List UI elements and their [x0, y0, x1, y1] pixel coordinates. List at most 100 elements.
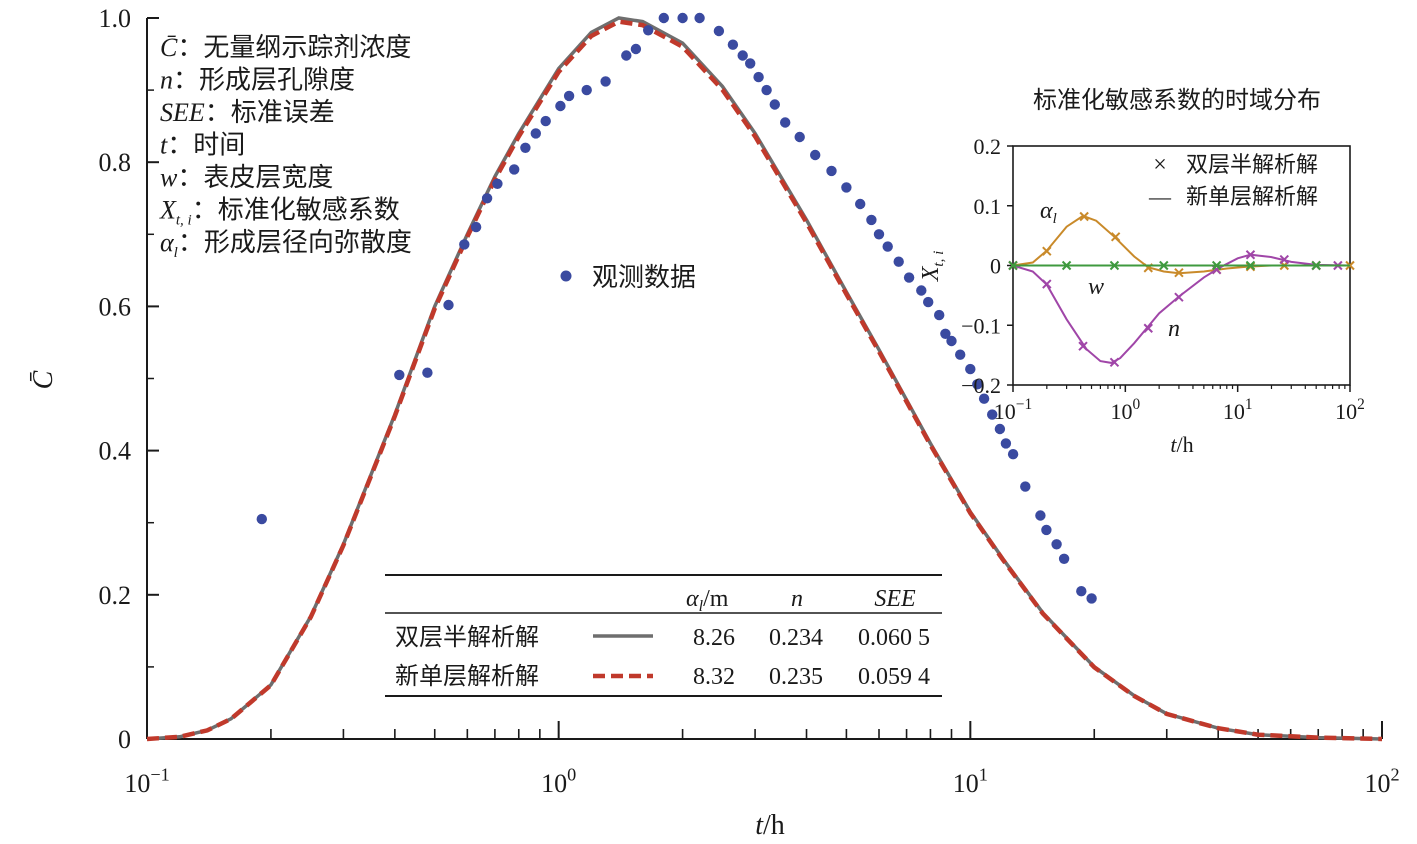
inset-marker-w: [1008, 260, 1018, 271]
observed-point: [794, 131, 805, 143]
marker-stroke: [1109, 357, 1120, 368]
inset-y-tick-label: 0: [990, 254, 1001, 279]
observed-point: [873, 229, 885, 240]
inset-y-tick-label: −0.1: [961, 313, 1001, 338]
table-row-1-name: 双层半解析解: [395, 624, 539, 651]
observed-point: [530, 128, 541, 139]
observed-point: [621, 50, 632, 61]
symbol-notes: C̄：无量纲示踪剂浓度 n：形成层孔隙度 SEE：标准误差 t：时间 w：表皮层宽度 Xt…: [159, 33, 412, 261]
main-x-tick-label: 101: [953, 764, 988, 798]
inset-marker-w: [1109, 260, 1120, 271]
inset-marker-w: [1061, 260, 1072, 271]
observed-point: [422, 367, 433, 378]
symbol-note: n：形成层孔隙度: [160, 66, 355, 95]
inset-marker-n: [1109, 357, 1120, 368]
parameter-table: αl/m n SEE 双层半解析解 8.26 0.234 0.060 5 新单层…: [385, 574, 942, 697]
observed-point: [780, 117, 791, 128]
observed-point: [1000, 438, 1012, 449]
inset-legend-label-single-layer: 新单层解析解: [1186, 184, 1318, 209]
inset-marker-alpha: [1174, 267, 1184, 278]
observed-point: [893, 256, 904, 267]
table-row-2-name: 新单层解析解: [395, 663, 539, 690]
main-x-tick-label: 102: [1364, 764, 1399, 798]
observed-point: [994, 423, 1006, 435]
inset-label-n: n: [1168, 316, 1180, 342]
observed-point: [658, 12, 669, 24]
observed-point: [481, 193, 493, 204]
observed-point: [713, 25, 725, 37]
main-y-tick-label: 0: [118, 725, 131, 754]
inset-title: 标准化敏感系数的时域分布: [1033, 87, 1321, 114]
observed-point: [987, 409, 998, 420]
inset-marker-n: [1078, 341, 1088, 351]
observed-point: [520, 142, 531, 153]
observed-point: [509, 164, 520, 175]
inset-marker-alpha: [1042, 246, 1052, 256]
single-layer-curve: [146, 19, 1383, 742]
inset-x-tick-label: 100: [1110, 396, 1140, 424]
marker-stroke: [1079, 211, 1089, 222]
observed-point: [916, 285, 927, 296]
main-y-tick-label: 1.0: [99, 4, 132, 33]
observed-point: [769, 99, 780, 110]
inset-marker-alpha: [1079, 211, 1089, 222]
symbol-note: t：时间: [160, 131, 245, 160]
observed-point: [737, 50, 748, 61]
inset-line-n: [1012, 253, 1351, 364]
inset-y-tick-label: −0.2: [961, 373, 1001, 398]
observed-point: [394, 369, 405, 381]
marker-stroke: [1311, 260, 1321, 271]
inset-y-tick-label: 0.2: [974, 134, 1002, 159]
inset-y-tick-label: 0.1: [974, 194, 1002, 219]
marker-stroke: [1245, 250, 1256, 260]
inset-marker-n: [1245, 250, 1256, 260]
main-y-axis-title: C̄: [28, 370, 59, 389]
symbol-note: αl：形成层径向弥散度: [160, 228, 412, 261]
observed-point: [470, 221, 482, 233]
observed-point: [903, 272, 915, 283]
svg-text:C̄: C̄: [28, 370, 59, 389]
inset-marker-w: [1311, 260, 1321, 271]
observed-point: [1076, 586, 1087, 597]
marker-stroke: [1174, 292, 1184, 302]
observed-point: [630, 43, 642, 55]
inset-x-tick-label: 101: [1223, 396, 1253, 424]
observed-point: [810, 149, 821, 161]
marker-stroke: [1159, 260, 1169, 271]
observed-point: [555, 100, 566, 112]
observed-point: [563, 90, 575, 102]
main-y-tick-label: 0.6: [99, 292, 132, 321]
symbol-note: w：表皮层宽度: [160, 163, 333, 192]
inset-x-tick-label: 10−1: [994, 396, 1032, 424]
inset-y-axis-title: Xt, i: [918, 251, 947, 283]
inset-chart: 标准化敏感系数的时域分布 0.2 0.1 0 −0.1 −0.210−1 100 101 10…: [918, 87, 1365, 457]
observed-point: [866, 214, 877, 226]
observed-point: [882, 241, 893, 252]
marker-stroke: [1061, 260, 1072, 271]
inset-x-tick-label: 102: [1335, 396, 1365, 424]
inset-marker-w: [1245, 260, 1256, 271]
main-y-tick-label: 0.4: [99, 437, 132, 466]
observed-point: [972, 379, 983, 390]
main-x-tick-label: 10−1: [124, 764, 169, 798]
observed-point: [934, 309, 945, 321]
main-curves: [146, 16, 1383, 742]
observed-point: [727, 39, 739, 50]
observed-point: [940, 328, 951, 339]
main-x-axis-title: t/h: [755, 810, 785, 841]
observed-point: [946, 335, 957, 347]
observed-point: [581, 84, 592, 96]
marker-stroke: [1042, 279, 1052, 289]
observed-point: [826, 165, 837, 177]
inset-legend-marker-cross: ×: [1153, 152, 1167, 178]
marker-stroke: [1042, 246, 1052, 256]
observed-point: [677, 12, 688, 24]
inset-marker-w: [1211, 260, 1222, 271]
table-row-1-alpha: 8.26: [693, 625, 735, 651]
observed-point: [753, 71, 764, 83]
observed-point: [761, 84, 772, 96]
inset-series: [1008, 211, 1355, 368]
marker-stroke: [1174, 267, 1184, 278]
table-header-see: SEE: [874, 586, 916, 612]
